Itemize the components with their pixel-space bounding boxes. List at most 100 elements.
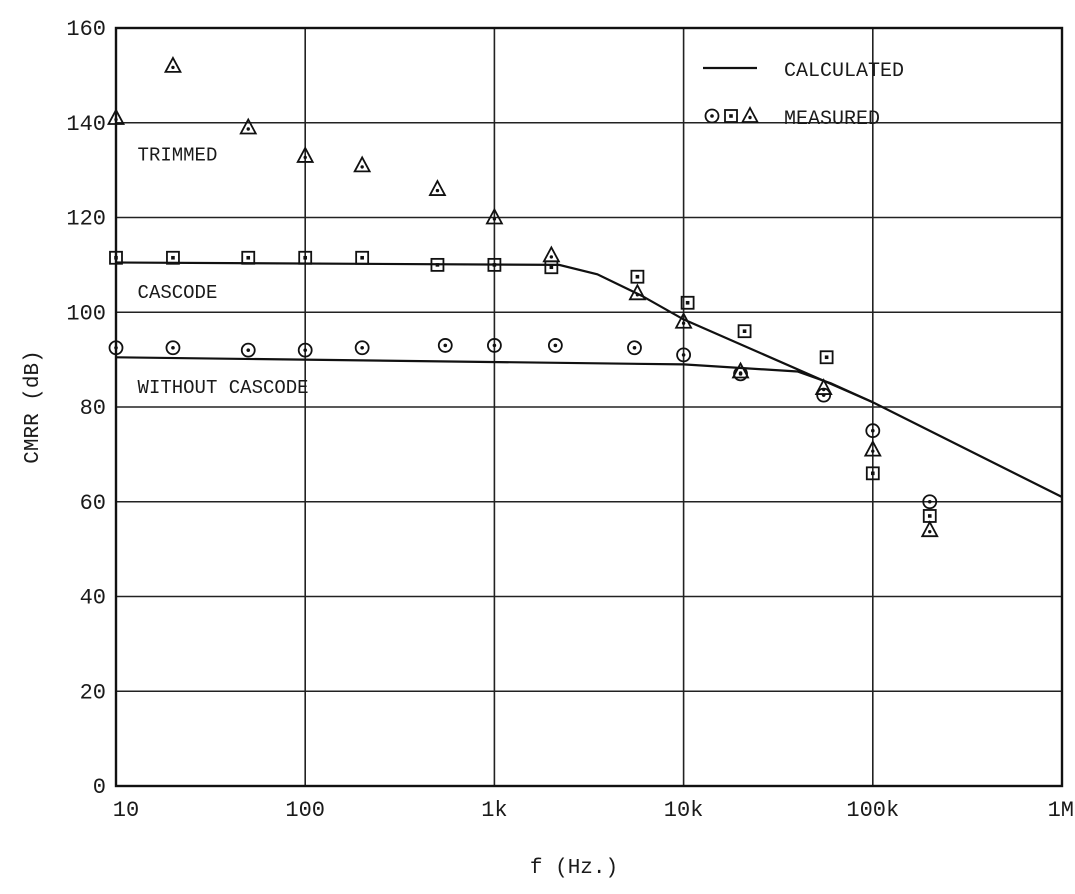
circle-marker-ring <box>165 340 181 356</box>
data-point-circle-without-cascode <box>865 423 881 439</box>
data-point-circle-without-cascode <box>922 494 938 510</box>
circle-marker-dot <box>710 114 714 118</box>
data-point-square-cascode <box>355 250 370 265</box>
data-point-triangle-trimmed <box>628 283 647 301</box>
circle-marker-ring <box>922 494 938 510</box>
square-marker-dot <box>492 263 497 267</box>
circle-marker-ring <box>354 340 370 356</box>
triangle-marker-outline <box>106 108 126 125</box>
triangle-marker-dot <box>928 529 932 534</box>
triangle-marker-outline <box>485 207 504 225</box>
data-point-square-cascode <box>865 466 880 481</box>
data-point-circle-without-cascode <box>486 338 502 353</box>
triangle-marker-dot <box>492 217 497 221</box>
square-marker-box <box>737 324 752 339</box>
triangle-marker-outline <box>296 146 315 163</box>
square-marker-box <box>865 466 880 481</box>
triangle-marker-outline <box>740 106 760 123</box>
data-point-circle-without-cascode <box>816 387 832 403</box>
data-point-circle-without-cascode <box>437 338 453 353</box>
square-marker-box <box>724 109 738 123</box>
triangle-marker-dot <box>171 65 175 70</box>
data-point-square-cascode <box>241 250 256 265</box>
circle-marker-ring <box>676 347 691 363</box>
square-marker-dot <box>114 255 118 260</box>
circle-marker-dot <box>681 353 686 357</box>
square-marker-dot <box>360 255 364 260</box>
square-marker-dot <box>435 263 440 267</box>
x-tick-label: 1M <box>1048 798 1074 823</box>
circle-marker-ring <box>733 366 748 382</box>
triangle-marker-outline <box>239 117 258 135</box>
data-point-square-cascode <box>298 250 313 265</box>
data-point-square-cascode <box>680 295 695 310</box>
circle-marker-ring <box>108 340 124 356</box>
legend-circle-marker <box>704 108 720 124</box>
y-tick-label: 160 <box>66 17 106 42</box>
data-point-triangle-trimmed <box>920 520 939 538</box>
circle-marker-ring <box>627 340 642 356</box>
square-marker-box <box>819 350 834 365</box>
legend-measured-label: MEASURED <box>784 108 880 131</box>
data-point-circle-without-cascode <box>108 340 124 356</box>
legend-square-marker <box>724 109 738 123</box>
square-marker-dot <box>171 255 175 260</box>
y-tick-label: 0 <box>93 775 106 800</box>
legend-calculated-label: CALCULATED <box>784 60 904 83</box>
square-marker-dot <box>303 255 307 260</box>
square-marker-dot <box>246 255 251 260</box>
data-point-triangle-trimmed <box>485 207 504 225</box>
grid-lines <box>115 27 1063 787</box>
data-point-circle-without-cascode <box>354 340 370 356</box>
square-marker-dot <box>927 514 932 518</box>
x-tick-label: 1k <box>481 798 507 823</box>
data-point-circle-without-cascode <box>165 340 181 356</box>
data-point-triangle-trimmed <box>106 108 126 125</box>
y-tick-labels: 0 20 40 60 80 100 120 140 160 <box>66 17 106 800</box>
data-point-square-cascode <box>819 350 834 365</box>
measured-markers <box>106 55 939 538</box>
y-axis-title: CMRR (dB) <box>22 350 45 463</box>
square-marker-box <box>298 250 313 265</box>
annotation-without-cascode: WITHOUT CASCODE <box>138 377 309 399</box>
y-tick-label: 120 <box>66 207 106 232</box>
data-point-square-cascode <box>544 260 559 275</box>
circle-marker-ring <box>437 338 453 353</box>
data-point-square-cascode <box>487 257 502 272</box>
square-marker-box <box>680 295 695 310</box>
square-marker-box <box>630 269 645 284</box>
plot-frame <box>114 26 1064 788</box>
triangle-marker-dot <box>246 127 250 131</box>
circle-marker-dot <box>492 343 497 348</box>
circle-marker-dot <box>871 428 875 433</box>
square-marker-box <box>544 260 559 275</box>
circle-marker-dot <box>303 348 308 352</box>
circle-marker-ring <box>486 338 502 353</box>
data-point-square-cascode <box>109 250 123 265</box>
data-point-circle-without-cascode <box>676 347 691 363</box>
y-tick-label: 40 <box>80 586 106 611</box>
y-tick-label: 20 <box>80 680 106 705</box>
x-axis-title: f (Hz.) <box>530 857 618 880</box>
circle-marker-dot <box>927 499 932 504</box>
circle-marker-ring <box>297 342 313 358</box>
square-marker-dot <box>824 355 829 360</box>
square-marker-box <box>166 250 180 265</box>
circle-marker-dot <box>360 345 364 350</box>
circle-marker-dot <box>171 345 175 350</box>
region-annotations: TRIMMED CASCODE WITHOUT CASCODE <box>138 145 309 399</box>
triangle-marker-outline <box>428 179 447 196</box>
circle-marker-dot <box>553 343 558 348</box>
legend: CALCULATED MEASURED <box>703 60 904 131</box>
square-marker-box <box>109 250 123 265</box>
circle-marker-ring <box>865 423 881 439</box>
triangle-marker-dot <box>635 293 640 297</box>
calculated-curves <box>115 261 1063 498</box>
data-point-square-cascode <box>430 257 445 272</box>
calculated-line-without-cascode <box>115 356 874 404</box>
triangle-marker-dot <box>871 449 875 453</box>
square-marker-box <box>430 257 445 272</box>
triangle-marker-outline <box>542 245 561 263</box>
x-tick-label: 10 <box>113 798 139 823</box>
data-point-square-cascode <box>166 250 180 265</box>
